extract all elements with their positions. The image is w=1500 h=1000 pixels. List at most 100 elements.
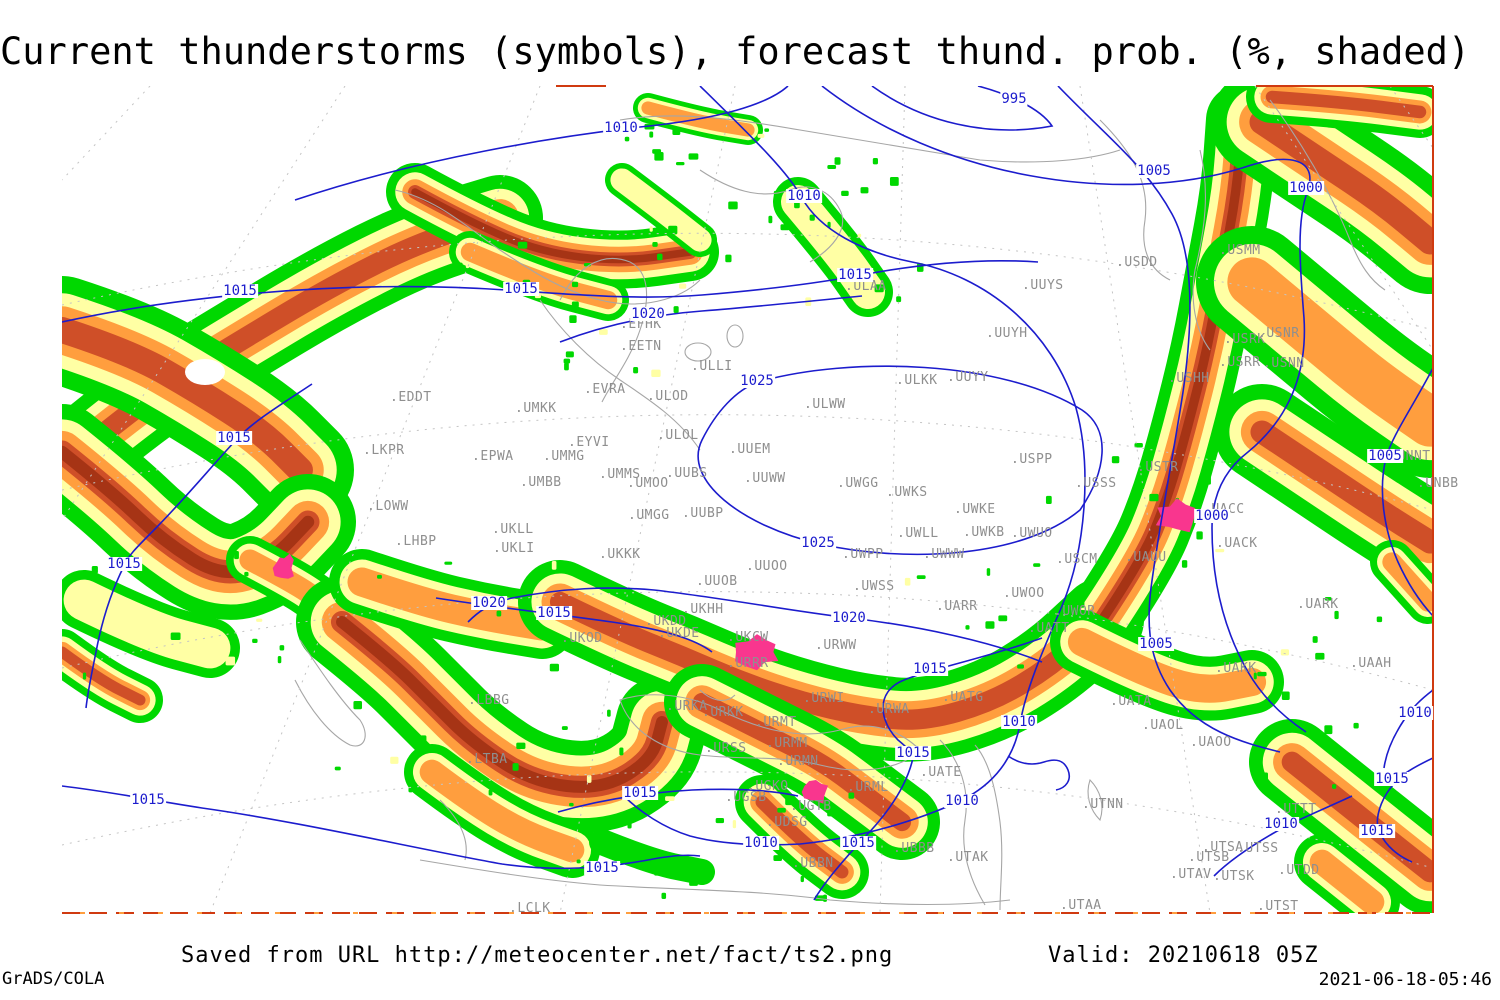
- shading-speck: [599, 329, 608, 335]
- shading-speck: [551, 560, 557, 570]
- shading-speck: [569, 315, 577, 323]
- shading-speck: [985, 621, 995, 629]
- graticule-parallel: [62, 232, 1433, 331]
- shading-speck: [809, 214, 815, 221]
- shading-speck: [115, 547, 122, 552]
- shading-speck: [715, 817, 725, 824]
- shading-speck: [420, 735, 427, 742]
- shading-speck: [1265, 750, 1274, 756]
- shading-speck: [252, 638, 258, 643]
- shading-speck: [244, 571, 249, 577]
- shading-speck: [565, 351, 574, 358]
- shading-speck: [512, 763, 519, 771]
- shading-speck: [841, 190, 849, 196]
- shading-band-red: [1250, 420, 1433, 554]
- shading-speck: [673, 306, 679, 314]
- shading-speck: [904, 577, 911, 586]
- shading-band-orange: [1309, 849, 1385, 913]
- shading-speck: [1134, 481, 1138, 488]
- shading-band-orange: [641, 101, 755, 137]
- shading-speck: [827, 812, 835, 817]
- graticule-meridian: [879, 86, 906, 913]
- shading-speck: [488, 789, 493, 796]
- graticule-parallel: [62, 771, 1433, 869]
- shading-speck: [827, 165, 837, 169]
- coastline: [699, 169, 844, 263]
- shading-band-red: [692, 692, 912, 832]
- isobar-line-1005: [1381, 367, 1433, 617]
- shading-speck: [1259, 733, 1266, 740]
- shading-speck: [561, 726, 568, 730]
- shading-band-orange: [419, 759, 585, 863]
- shading-speck: [896, 296, 902, 303]
- shading-speck: [688, 153, 699, 160]
- shading-band-orange: [1382, 552, 1433, 612]
- shading-speck: [1353, 722, 1359, 729]
- shading-band-orange: [239, 549, 333, 613]
- shading-speck: [728, 201, 738, 210]
- shading-speck: [848, 792, 855, 799]
- graticule-parallel: [62, 591, 1433, 691]
- shading-speck: [1111, 456, 1120, 464]
- isobar-line-1025: [697, 365, 1103, 556]
- shading-speck: [277, 655, 282, 664]
- thunderstorm-symbol: [1155, 498, 1196, 533]
- shading-speck: [619, 747, 624, 756]
- shading-speck: [170, 632, 181, 641]
- shading-band-red: [1249, 109, 1433, 255]
- shading-speck: [621, 722, 626, 728]
- shading-speck: [82, 672, 87, 680]
- thunderstorm-symbol: [735, 634, 779, 671]
- lake: [684, 342, 712, 362]
- shading-speck: [1434, 576, 1440, 580]
- shading-speck: [465, 262, 470, 269]
- valid-time-text: Valid: 20210618 05Z: [1048, 943, 1319, 968]
- shading-band-red: [1281, 751, 1433, 883]
- shading-speck: [1196, 531, 1203, 540]
- shading-speck: [563, 358, 571, 364]
- shading-speck: [234, 550, 239, 560]
- shading-speck: [725, 254, 732, 263]
- shading-band-darkred: [336, 616, 668, 793]
- shading-speck: [1149, 493, 1159, 502]
- isobar-line-1020: [559, 295, 863, 343]
- shading-speck: [571, 301, 579, 308]
- shading-speck: [649, 131, 654, 138]
- shading-speck: [689, 881, 698, 886]
- shading-speck: [874, 284, 884, 293]
- shading-speck: [1215, 548, 1225, 553]
- current-thunderstorm-symbols-layer: [272, 498, 1196, 804]
- map-frame: [62, 85, 1434, 914]
- lake: [726, 324, 744, 348]
- shading-speck: [564, 362, 569, 371]
- coastline: [939, 739, 1003, 911]
- shading-speck: [651, 369, 661, 378]
- shading-speck: [661, 892, 667, 899]
- shading-speck: [679, 283, 687, 289]
- shading-speck: [1332, 784, 1337, 789]
- isobar-line-1010: [623, 86, 1086, 846]
- shading-speck: [872, 157, 878, 165]
- shading-speck: [1312, 636, 1318, 643]
- shading-speck: [1376, 616, 1383, 623]
- shading-speck: [1017, 664, 1024, 669]
- shading-speck: [773, 855, 783, 861]
- shading-speck: [654, 152, 664, 161]
- coastline: [419, 859, 1011, 906]
- shading-speck: [334, 766, 341, 771]
- graticule-parallel: [62, 414, 1433, 511]
- shading-speck: [1080, 599, 1085, 608]
- shading-speck: [732, 819, 737, 829]
- shading-speck: [654, 866, 660, 876]
- shading-speck: [408, 787, 413, 793]
- shading-speck: [225, 656, 236, 666]
- shading-speck: [965, 625, 970, 630]
- shading-speck: [780, 224, 790, 231]
- coastline: [539, 299, 701, 451]
- shading-speck: [1181, 560, 1188, 568]
- coastline: [559, 257, 648, 403]
- shading-speck: [187, 658, 192, 663]
- shading-speck: [633, 366, 639, 374]
- coastline: [1087, 778, 1103, 822]
